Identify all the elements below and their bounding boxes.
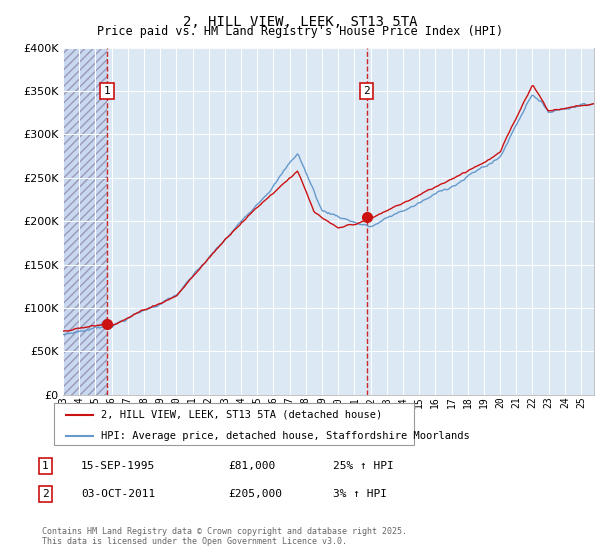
Text: Contains HM Land Registry data © Crown copyright and database right 2025.
This d: Contains HM Land Registry data © Crown c… bbox=[42, 526, 407, 546]
Text: £81,000: £81,000 bbox=[228, 461, 275, 471]
Text: 25% ↑ HPI: 25% ↑ HPI bbox=[333, 461, 394, 471]
Text: 2, HILL VIEW, LEEK, ST13 5TA: 2, HILL VIEW, LEEK, ST13 5TA bbox=[183, 15, 417, 29]
Text: 15-SEP-1995: 15-SEP-1995 bbox=[81, 461, 155, 471]
Text: HPI: Average price, detached house, Staffordshire Moorlands: HPI: Average price, detached house, Staf… bbox=[101, 431, 470, 441]
Text: 1: 1 bbox=[103, 86, 110, 96]
Text: 3% ↑ HPI: 3% ↑ HPI bbox=[333, 489, 387, 499]
Text: Price paid vs. HM Land Registry's House Price Index (HPI): Price paid vs. HM Land Registry's House … bbox=[97, 25, 503, 38]
Text: 2: 2 bbox=[42, 489, 49, 499]
Text: 1: 1 bbox=[42, 461, 49, 471]
Text: £205,000: £205,000 bbox=[228, 489, 282, 499]
Text: 2: 2 bbox=[363, 86, 370, 96]
FancyBboxPatch shape bbox=[54, 403, 414, 445]
Text: 03-OCT-2011: 03-OCT-2011 bbox=[81, 489, 155, 499]
Text: 2, HILL VIEW, LEEK, ST13 5TA (detached house): 2, HILL VIEW, LEEK, ST13 5TA (detached h… bbox=[101, 410, 382, 420]
